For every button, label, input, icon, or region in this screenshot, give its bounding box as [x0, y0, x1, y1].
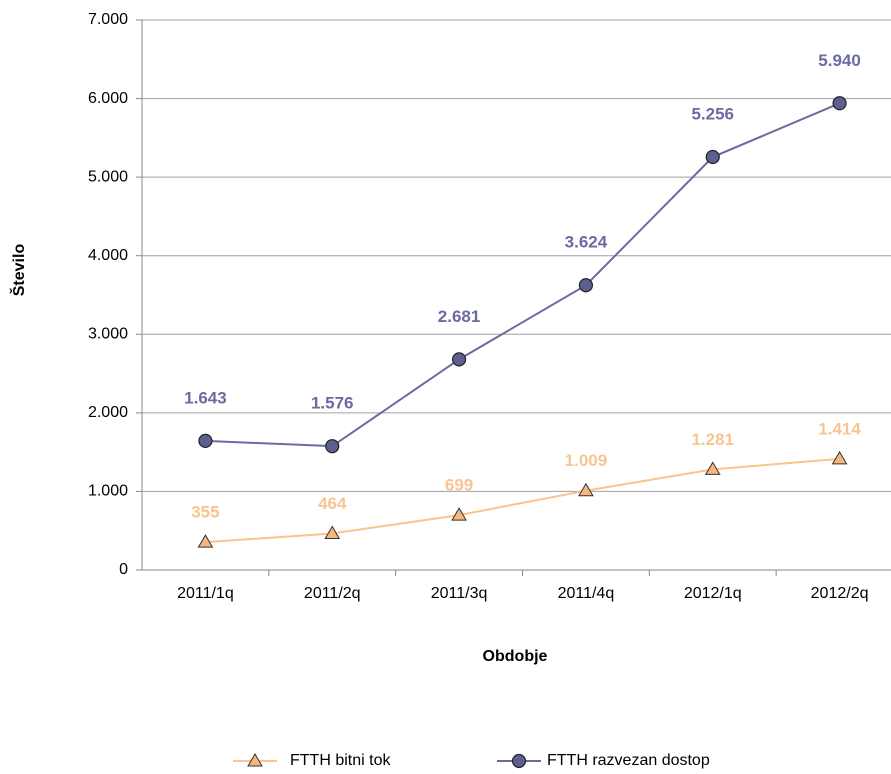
- legend-label: FTTH bitni tok: [290, 752, 391, 769]
- y-tick-label: 1.000: [88, 483, 128, 500]
- y-tick-label: 2.000: [88, 404, 128, 421]
- legend-label: FTTH razvezan dostop: [547, 752, 710, 769]
- x-tick-label: 2011/2q: [304, 585, 361, 602]
- y-tick-label: 3.000: [88, 326, 128, 343]
- data-label: 1.576: [311, 394, 354, 413]
- marker: [578, 482, 594, 497]
- marker: [197, 534, 214, 548]
- data-label: 5.940: [818, 51, 861, 70]
- data-label: 464: [318, 494, 347, 513]
- marker: [325, 439, 340, 454]
- data-label: 3.624: [565, 233, 608, 252]
- data-label: 699: [445, 476, 473, 495]
- y-tick-label: 5.000: [88, 168, 128, 185]
- marker: [705, 149, 720, 165]
- marker: [324, 525, 341, 540]
- marker: [451, 507, 467, 521]
- marker: [451, 352, 467, 367]
- marker: [198, 433, 213, 449]
- x-tick-label: 2011/3q: [431, 585, 488, 602]
- data-label: 1.281: [691, 430, 734, 449]
- y-tick-label: 0: [119, 561, 128, 578]
- x-tick-label: 2012/1q: [684, 585, 742, 602]
- data-label: 1.009: [565, 451, 608, 470]
- y-axis-label: Število: [9, 244, 28, 297]
- marker: [511, 753, 527, 769]
- x-axis-label: Obdobje: [483, 648, 548, 665]
- y-tick-label: 7.000: [88, 11, 128, 28]
- data-label: 1.643: [184, 388, 227, 407]
- y-tick-label: 6.000: [88, 90, 128, 107]
- data-label: 1.414: [818, 419, 861, 438]
- marker: [831, 450, 848, 465]
- x-tick-label: 2011/1q: [177, 585, 234, 602]
- data-label: 5.256: [691, 105, 734, 124]
- x-tick-label: 2012/2q: [811, 585, 869, 602]
- marker: [704, 461, 721, 475]
- marker: [832, 96, 847, 111]
- y-tick-label: 4.000: [88, 247, 128, 264]
- marker: [247, 753, 263, 767]
- series-line: [205, 457, 840, 544]
- x-tick-label: 2011/4q: [558, 585, 615, 602]
- data-label: 2.681: [438, 307, 481, 326]
- marker: [578, 278, 594, 293]
- data-label: 355: [191, 503, 219, 522]
- series-line: [205, 102, 840, 448]
